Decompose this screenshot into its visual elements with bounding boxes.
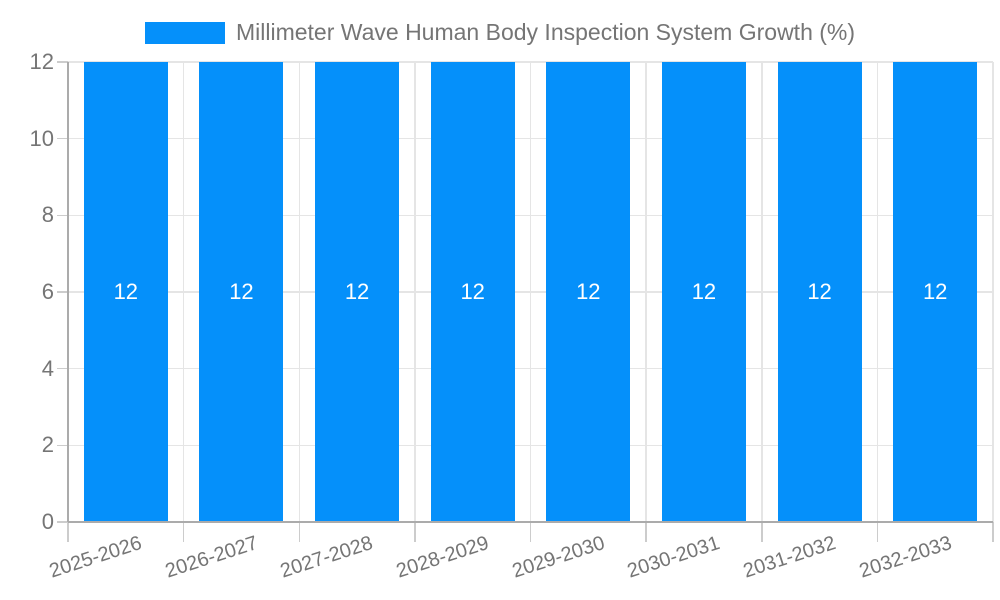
bar: 12 <box>893 62 978 522</box>
y-axis-tick-label: 0 <box>41 509 54 534</box>
gridline-vertical <box>182 62 185 522</box>
x-axis-tick <box>761 522 763 542</box>
bar-value-label: 12 <box>113 279 139 304</box>
x-axis-tick <box>876 522 879 542</box>
y-axis-tick <box>57 367 68 370</box>
bar: 12 <box>83 62 168 522</box>
x-axis-tick <box>529 522 532 542</box>
y-axis-tick-label: 4 <box>41 355 54 381</box>
bar: 12 <box>661 62 746 522</box>
x-axis-tick-label: 2026-2027 <box>162 532 261 583</box>
bar-value-label: 12 <box>922 279 948 304</box>
bar-value-label: 12 <box>229 279 254 304</box>
legend-swatch <box>144 21 225 44</box>
y-axis-line <box>67 62 69 522</box>
y-axis-tick-label: 8 <box>41 202 54 228</box>
bar-value-label: 12 <box>807 279 832 304</box>
x-axis-tick <box>298 522 300 542</box>
y-axis-tick <box>57 61 68 63</box>
chart-legend-item[interactable]: Millimeter Wave Human Body Inspection Sy… <box>0 19 1000 46</box>
x-axis-tick-label: 2028-2029 <box>393 532 492 583</box>
bar: 12 <box>777 62 862 522</box>
gridline-vertical <box>645 62 647 522</box>
bar: 12 <box>546 62 631 522</box>
gridline-vertical <box>876 62 879 522</box>
x-axis-tick-label: 2029-2030 <box>509 532 608 583</box>
chart-title: Millimeter Wave Human Body Inspection Sy… <box>235 19 856 45</box>
gridline-vertical <box>414 62 416 522</box>
y-axis-tick <box>57 291 68 293</box>
bar: 12 <box>430 62 515 522</box>
bar: 12 <box>199 62 284 522</box>
y-axis-tick-label: 10 <box>29 125 54 151</box>
y-axis-tick-label: 2 <box>41 432 54 458</box>
x-axis-tick-label: 2027-2028 <box>278 532 376 583</box>
plot-area: 0 2 4 6 8 10 12 12 12 12 12 12 12 12 12 2025-2026 2026-2… <box>30 49 994 582</box>
y-axis-tick <box>57 444 68 447</box>
x-axis-tick-label: 2025-2026 <box>46 532 145 583</box>
gridline-vertical <box>298 62 300 522</box>
bar: 12 <box>315 62 400 522</box>
x-axis-tick-label: 2030-2031 <box>624 532 723 583</box>
y-axis-tick <box>57 214 68 217</box>
x-axis-tick <box>182 522 185 542</box>
bar-value-label: 12 <box>576 279 601 304</box>
gridline-vertical <box>761 62 763 522</box>
x-axis-tick <box>992 522 994 542</box>
y-axis-tick-label: 6 <box>41 279 54 304</box>
x-axis-tick <box>645 522 647 542</box>
x-axis-tick-label: 2032-2033 <box>856 532 954 583</box>
y-axis-tick-label: 12 <box>29 49 54 74</box>
x-axis-line <box>68 521 993 523</box>
x-axis-tick-label: 2031-2032 <box>740 532 839 583</box>
bar-value-label: 12 <box>691 279 717 304</box>
bar-value-label: 12 <box>344 279 370 304</box>
gridline-vertical <box>529 62 532 522</box>
y-axis-tick <box>57 137 68 140</box>
y-axis-tick <box>57 521 68 523</box>
x-axis-tick <box>414 522 416 542</box>
gridline-vertical <box>992 62 994 522</box>
x-axis-tick <box>67 522 69 542</box>
bar-value-label: 12 <box>460 279 485 304</box>
